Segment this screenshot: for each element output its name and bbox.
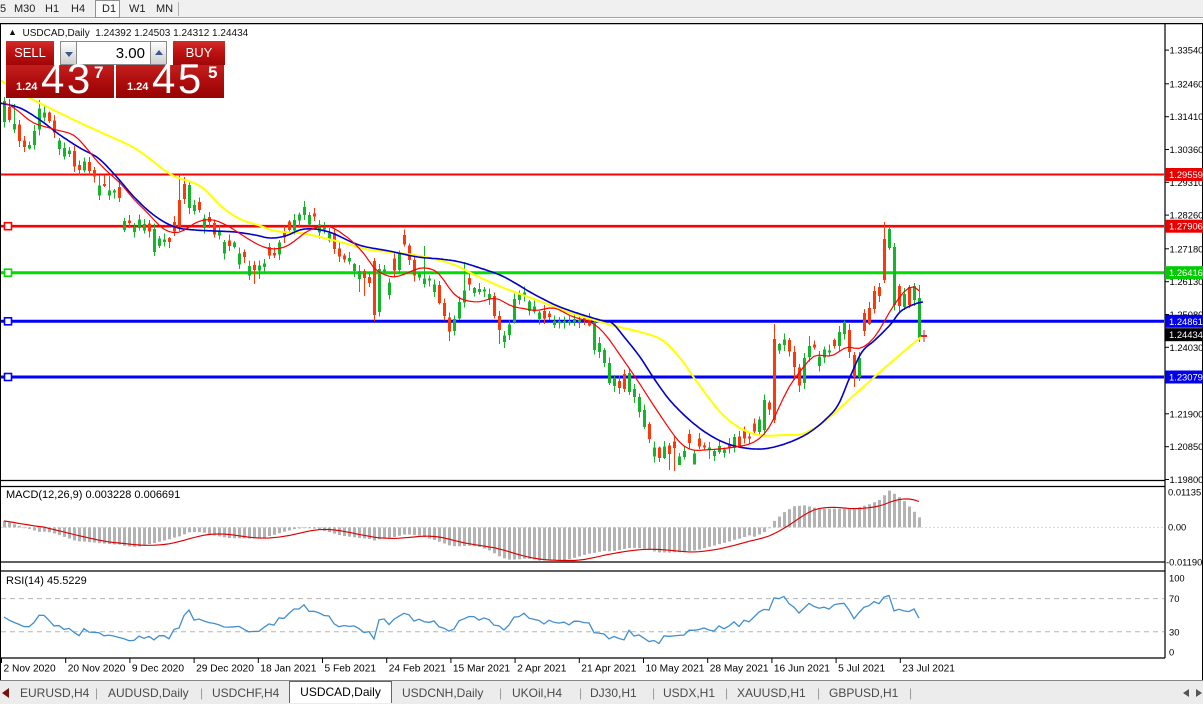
svg-text:100: 100 <box>1169 573 1185 584</box>
svg-text:5 Jul 2021: 5 Jul 2021 <box>838 664 885 675</box>
svg-text:29 Dec 2020: 29 Dec 2020 <box>196 664 254 675</box>
svg-text:1.27906: 1.27906 <box>1169 221 1203 232</box>
svg-text:10 May 2021: 10 May 2021 <box>646 664 705 675</box>
svg-text:1.27180: 1.27180 <box>1170 243 1203 254</box>
svg-text:1.29559: 1.29559 <box>1169 169 1203 180</box>
svg-text:1.21900: 1.21900 <box>1170 408 1203 419</box>
svg-text:1.30360: 1.30360 <box>1170 144 1203 155</box>
svg-text:1.28260: 1.28260 <box>1170 210 1203 221</box>
svg-text:1.19800: 1.19800 <box>1170 474 1203 485</box>
svg-text:18 Jan 2021: 18 Jan 2021 <box>260 664 316 675</box>
svg-text:1.24434: 1.24434 <box>1169 329 1203 340</box>
svg-text:1.33540: 1.33540 <box>1170 45 1203 56</box>
svg-text:5 Feb 2021: 5 Feb 2021 <box>325 664 377 675</box>
svg-text:2 Apr 2021: 2 Apr 2021 <box>517 664 567 675</box>
svg-text:RSI(14) 45.5229: RSI(14) 45.5229 <box>6 575 87 587</box>
svg-text:1.31410: 1.31410 <box>1170 111 1203 122</box>
svg-text:23 Jul 2021: 23 Jul 2021 <box>902 664 955 675</box>
svg-text:1.24030: 1.24030 <box>1170 342 1203 353</box>
svg-text:1.20850: 1.20850 <box>1170 441 1203 452</box>
svg-text:70: 70 <box>1169 593 1179 604</box>
svg-text:20 Nov 2020: 20 Nov 2020 <box>68 664 126 675</box>
svg-text:1.26416: 1.26416 <box>1169 267 1203 278</box>
svg-text:MACD(12,26,9) 0.003228 0.00669: MACD(12,26,9) 0.003228 0.006691 <box>6 489 180 501</box>
svg-text:16 Jun 2021: 16 Jun 2021 <box>774 664 830 675</box>
svg-text:1.23079: 1.23079 <box>1169 372 1203 383</box>
svg-text:30: 30 <box>1169 627 1179 638</box>
svg-text:24 Feb 2021: 24 Feb 2021 <box>389 664 447 675</box>
svg-text:15 Mar 2021: 15 Mar 2021 <box>453 664 511 675</box>
svg-text:1.25080: 1.25080 <box>1170 309 1203 320</box>
svg-text:0.01135: 0.01135 <box>1168 487 1201 498</box>
svg-text:0.00: 0.00 <box>1168 522 1186 533</box>
svg-text:9 Dec 2020: 9 Dec 2020 <box>132 664 184 675</box>
svg-text:2 Nov 2020: 2 Nov 2020 <box>4 664 56 675</box>
svg-text:28 May 2021: 28 May 2021 <box>710 664 769 675</box>
svg-text:1.26130: 1.26130 <box>1170 276 1203 287</box>
svg-text:21 Apr 2021: 21 Apr 2021 <box>581 664 636 675</box>
svg-text:0: 0 <box>1169 647 1174 658</box>
svg-text:1.32460: 1.32460 <box>1170 78 1203 89</box>
svg-text:1.29310: 1.29310 <box>1170 177 1203 188</box>
svg-text:-0.01190: -0.01190 <box>1166 557 1202 568</box>
svg-text:1.24861: 1.24861 <box>1169 316 1203 327</box>
